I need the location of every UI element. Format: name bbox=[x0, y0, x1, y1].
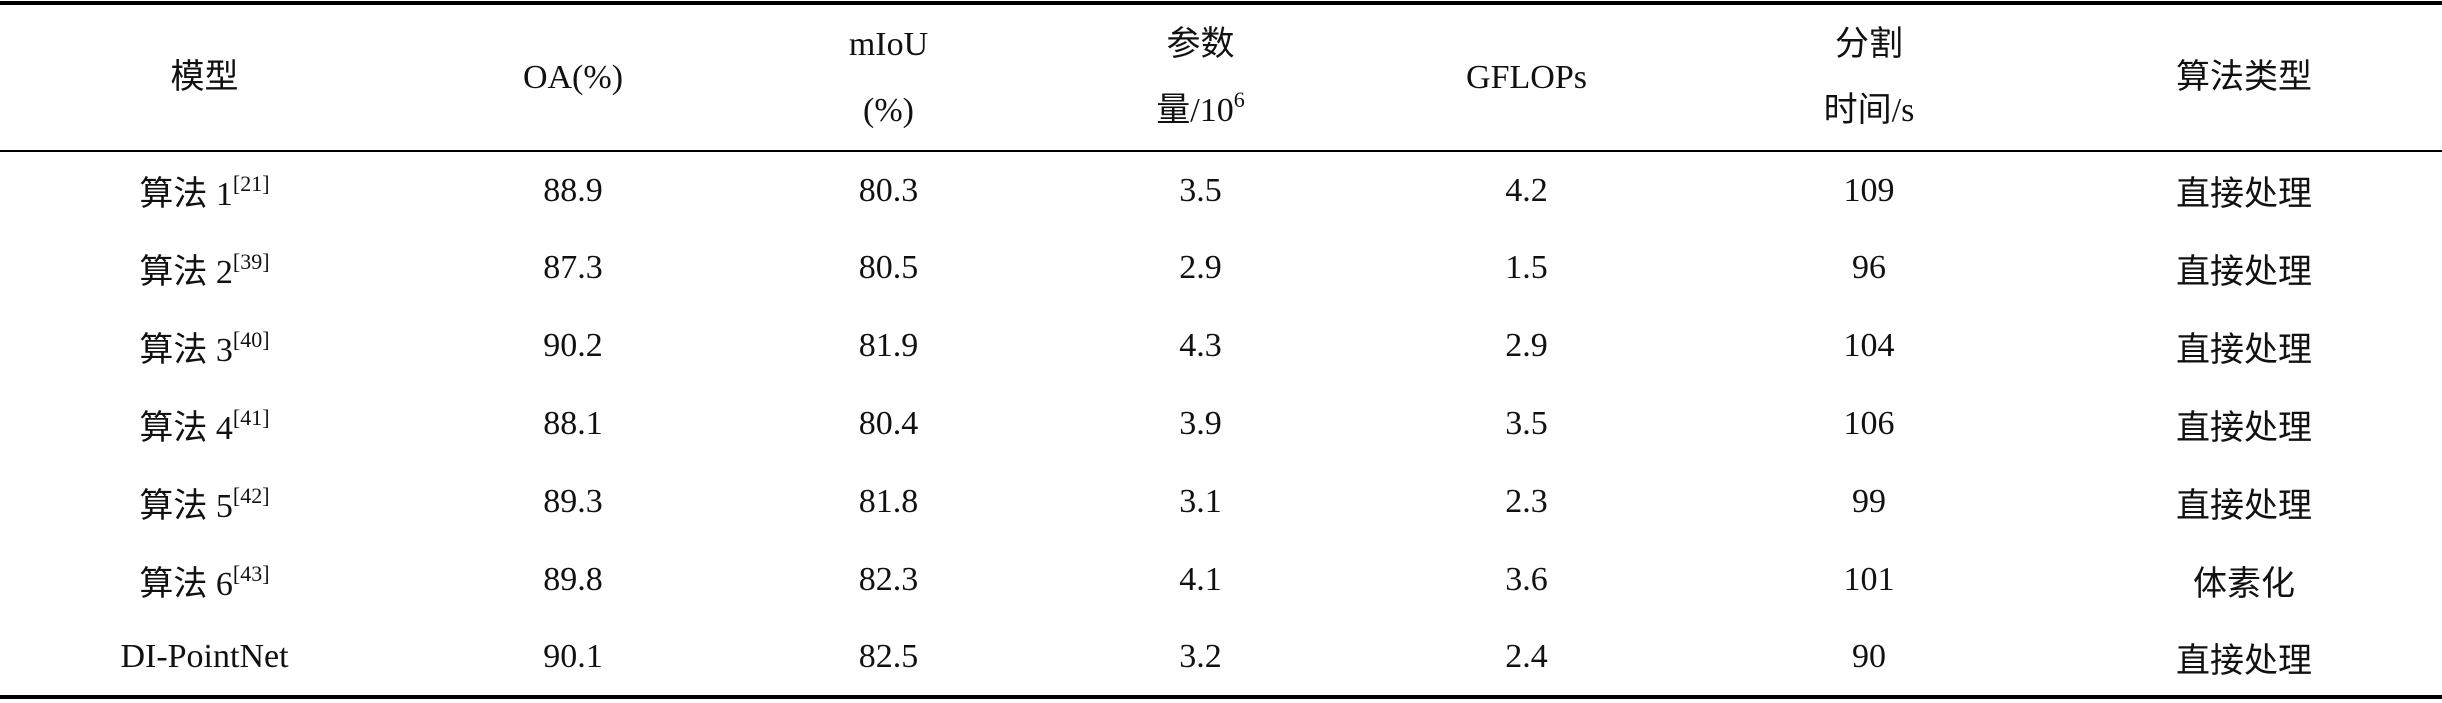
header-line: GFLOPs bbox=[1466, 58, 1587, 96]
table-row: DI-PointNet 90.1 82.5 3.2 2.4 90 直接处理 bbox=[0, 619, 2442, 699]
table-cell: 直接处理 bbox=[2176, 331, 2312, 369]
table-row: 算法 3[40] 90.2 81.9 4.3 2.9 104 直接处理 bbox=[0, 307, 2442, 385]
table-cell: 106 bbox=[1843, 405, 1895, 442]
table-cell: 2.9 bbox=[1179, 249, 1222, 286]
superscript: 6 bbox=[1233, 86, 1245, 112]
table-cell: 3.1 bbox=[1179, 483, 1222, 520]
table-cell: 80.3 bbox=[858, 171, 919, 209]
model-name: 算法 4 bbox=[139, 409, 233, 447]
table-cell: 4.1 bbox=[1179, 561, 1222, 598]
header-line: 参数 bbox=[1166, 25, 1235, 63]
table-cell: 90.1 bbox=[409, 619, 737, 699]
table-cell: 直接处理 bbox=[2176, 409, 2312, 447]
table-cell: 82.5 bbox=[737, 619, 1040, 699]
table-cell: 2.9 bbox=[1505, 327, 1548, 364]
citation: [41] bbox=[232, 404, 270, 430]
table-row: 算法 4[41] 88.1 80.4 3.9 3.5 106 直接处理 bbox=[0, 385, 2442, 463]
model-name: 算法 6 bbox=[139, 565, 233, 603]
header-line: 量/106 bbox=[1156, 86, 1245, 129]
table-cell: 80.4 bbox=[858, 405, 919, 442]
header-line: mIoU bbox=[848, 25, 929, 63]
header-line: 算法类型 bbox=[2176, 58, 2312, 96]
header-line: 分割 bbox=[1835, 25, 1903, 63]
table-cell: 104 bbox=[1843, 327, 1895, 364]
table-cell: 90 bbox=[1692, 619, 2046, 699]
citation: [39] bbox=[232, 248, 270, 274]
citation: [42] bbox=[232, 482, 270, 508]
model-name: 算法 3 bbox=[139, 331, 233, 369]
table-cell: 直接处理 bbox=[2176, 176, 2312, 213]
header-line: OA(%) bbox=[522, 58, 624, 96]
header-line: (%) bbox=[863, 91, 914, 129]
table-cell: 101 bbox=[1843, 561, 1895, 598]
table-cell: 81.9 bbox=[858, 327, 919, 364]
citation: [43] bbox=[232, 560, 270, 586]
header-line: 时间/s bbox=[1823, 91, 1915, 129]
header-cell: 模型 bbox=[0, 1, 409, 152]
table-cell: 体素化 bbox=[2193, 565, 2295, 603]
table-cell: 3.9 bbox=[1179, 405, 1222, 442]
table-cell: 88.9 bbox=[543, 171, 603, 209]
table-body: 算法 1[21] 88.9 80.3 3.5 4.2 109 直接处理 算法 2[39] 87.… bbox=[0, 151, 2442, 699]
citation: [40] bbox=[232, 326, 270, 352]
table-cell: 3.5 bbox=[1179, 171, 1222, 209]
table-cell: 3.5 bbox=[1505, 405, 1548, 442]
model-cell: 算法 4[41] bbox=[0, 385, 409, 463]
table-cell: 81.8 bbox=[858, 483, 919, 520]
model-cell: 算法 3[40] bbox=[0, 307, 409, 385]
table-cell: 99 bbox=[1852, 483, 1886, 520]
table-cell: 88.1 bbox=[543, 405, 603, 442]
model-name: 算法 2 bbox=[139, 253, 233, 291]
header-line: 模型 bbox=[170, 58, 239, 96]
header-cell: 参数量/106 bbox=[1040, 1, 1361, 152]
table-cell: 2.4 bbox=[1361, 619, 1692, 699]
table-row: 算法 2[39] 87.3 80.5 2.9 1.5 96 直接处理 bbox=[0, 229, 2442, 307]
model-name: DI-PointNet bbox=[120, 638, 289, 675]
header-row: 模型 OA(%) mIoU (%) 参数量/106 GFLOPs 分割时间/s 算法类型 bbox=[0, 1, 2442, 152]
model-name: 算法 1 bbox=[139, 176, 233, 213]
model-cell: DI-PointNet bbox=[0, 619, 409, 699]
table-cell: 80.5 bbox=[858, 249, 919, 286]
table-cell: 109 bbox=[1843, 171, 1895, 209]
table-cell: 直接处理 bbox=[2176, 253, 2312, 291]
header-cell: 分割时间/s bbox=[1692, 1, 2046, 152]
table-cell: 87.3 bbox=[543, 249, 603, 286]
table-cell: 1.5 bbox=[1505, 249, 1548, 286]
model-cell: 算法 5[42] bbox=[0, 463, 409, 541]
table-cell: 89.3 bbox=[543, 483, 603, 520]
table-cell: 3.2 bbox=[1040, 619, 1361, 699]
model-name: 算法 5 bbox=[139, 487, 233, 525]
header-cell: 算法类型 bbox=[2046, 1, 2442, 152]
table-cell: 96 bbox=[1852, 249, 1886, 286]
header-cell: OA(%) bbox=[409, 1, 737, 152]
table-cell: 直接处理 bbox=[2176, 487, 2312, 525]
table-cell: 90.2 bbox=[543, 327, 603, 364]
header-cell: mIoU (%) bbox=[737, 1, 1040, 152]
table-cell: 89.8 bbox=[543, 561, 603, 598]
citation: [21] bbox=[232, 171, 270, 196]
table-row: 算法 1[21] 88.9 80.3 3.5 4.2 109 直接处理 bbox=[0, 151, 2442, 229]
model-cell: 算法 1[21] bbox=[0, 151, 409, 229]
table-row: 算法 5[42] 89.3 81.8 3.1 2.3 99 直接处理 bbox=[0, 463, 2442, 541]
table-header: 模型 OA(%) mIoU (%) 参数量/106 GFLOPs 分割时间/s 算法类型 bbox=[0, 1, 2442, 152]
model-cell: 算法 6[43] bbox=[0, 541, 409, 619]
header-cell: GFLOPs bbox=[1361, 1, 1692, 152]
table-cell: 3.6 bbox=[1505, 561, 1548, 598]
table-cell: 82.3 bbox=[858, 561, 919, 598]
table-cell: 直接处理 bbox=[2046, 619, 2442, 699]
table-row: 算法 6[43] 89.8 82.3 4.1 3.6 101 体素化 bbox=[0, 541, 2442, 619]
table-cell: 4.2 bbox=[1505, 171, 1548, 209]
model-cell: 算法 2[39] bbox=[0, 229, 409, 307]
table-cell: 2.3 bbox=[1505, 483, 1548, 520]
table-cell: 4.3 bbox=[1179, 327, 1222, 364]
